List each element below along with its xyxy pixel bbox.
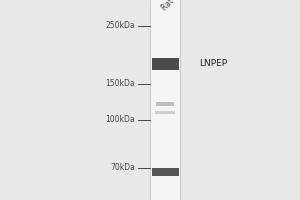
Text: LNPEP: LNPEP — [200, 60, 228, 68]
Text: Rat brain: Rat brain — [160, 0, 192, 12]
Bar — [155, 110, 175, 114]
Text: 150kDa: 150kDa — [105, 79, 135, 88]
Text: 250kDa: 250kDa — [105, 21, 135, 30]
Bar — [150, 0, 180, 200]
Bar — [152, 58, 178, 70]
Bar — [156, 102, 174, 106]
Text: 70kDa: 70kDa — [110, 163, 135, 172]
Text: 100kDa: 100kDa — [105, 116, 135, 124]
Bar — [152, 168, 178, 176]
